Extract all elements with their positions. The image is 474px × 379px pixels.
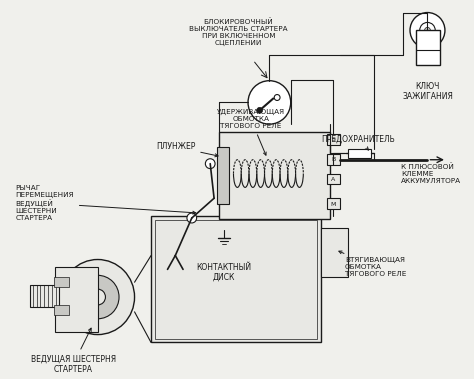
Bar <box>219 132 330 219</box>
Bar <box>327 198 340 209</box>
Bar <box>151 216 321 343</box>
Bar <box>416 30 440 65</box>
Circle shape <box>425 27 430 33</box>
Circle shape <box>274 94 280 100</box>
Text: РЫЧАГ
ПЕРЕМЕЩЕНИЯ
ВЕДУЩЕЙ
ШЕСТЕРНИ
СТАРТЕРА: РЫЧАГ ПЕРЕМЕЩЕНИЯ ВЕДУЩЕЙ ШЕСТЕРНИ СТАРТ… <box>15 185 196 221</box>
Text: ПРЕДОХРАНИТЕЛЬ: ПРЕДОХРАНИТЕЛЬ <box>321 135 394 150</box>
Text: M: M <box>331 202 336 207</box>
Circle shape <box>248 81 291 124</box>
Bar <box>321 228 348 277</box>
Bar <box>327 154 340 164</box>
Bar <box>348 149 371 158</box>
Text: ВЕДУЩАЯ ШЕСТЕРНЯ
СТАРТЕРА: ВЕДУЩАЯ ШЕСТЕРНЯ СТАРТЕРА <box>31 328 116 374</box>
Circle shape <box>90 289 105 305</box>
Text: A: A <box>331 177 336 182</box>
Bar <box>54 277 69 287</box>
Circle shape <box>76 275 119 319</box>
Bar <box>54 305 69 315</box>
Text: ПЛУНЖЕР: ПЛУНЖЕР <box>156 143 218 157</box>
Bar <box>327 174 340 185</box>
Circle shape <box>187 213 197 223</box>
Text: КОНТАКТНЫЙ
ДИСК: КОНТАКТНЫЙ ДИСК <box>196 263 251 282</box>
Circle shape <box>61 260 135 335</box>
Circle shape <box>257 107 263 113</box>
Circle shape <box>419 22 435 38</box>
Bar <box>30 285 59 307</box>
Text: БЛОКИРОВОЧНЫЙ
ВЫКЛЮЧАТЕЛЬ СТАРТЕРА
ПРИ ВКЛЮЧЕННОМ
СЦЕПЛЕНИИ: БЛОКИРОВОЧНЫЙ ВЫКЛЮЧАТЕЛЬ СТАРТЕРА ПРИ В… <box>189 19 288 46</box>
Text: КЛЮЧ
ЗАЖИГАНИЯ: КЛЮЧ ЗАЖИГАНИЯ <box>402 82 453 101</box>
Bar <box>217 147 228 204</box>
Text: К ПЛЮСОВОЙ
КЛЕММЕ
АККУМУЛЯТОРА: К ПЛЮСОВОЙ КЛЕММЕ АККУМУЛЯТОРА <box>401 163 461 184</box>
Text: ВТЯГИВАЮЩАЯ
ОБМОТКА
ТЯГОВОГО РЕЛЕ: ВТЯГИВАЮЩАЯ ОБМОТКА ТЯГОВОГО РЕЛЕ <box>339 251 406 277</box>
Circle shape <box>205 159 215 169</box>
Bar <box>55 268 98 332</box>
Circle shape <box>410 13 445 48</box>
Bar <box>155 220 317 338</box>
Text: УДЕРЖИВАЮЩАЯ
ОБМОТКА
ТЯГОВОГО РЕЛЕ: УДЕРЖИВАЮЩАЯ ОБМОТКА ТЯГОВОГО РЕЛЕ <box>217 110 285 155</box>
Bar <box>327 134 340 145</box>
Text: S: S <box>331 138 335 143</box>
Text: B: B <box>331 157 336 162</box>
